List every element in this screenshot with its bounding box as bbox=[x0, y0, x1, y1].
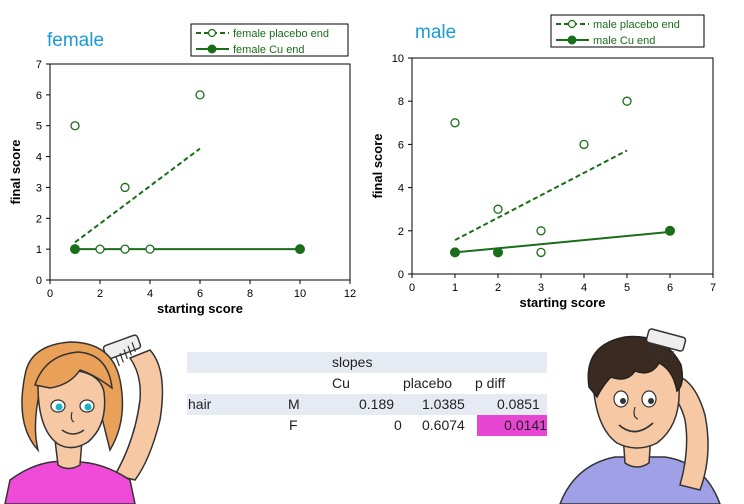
slopes-table: slopes Cu placebo p diff hair M 0.189 1.… bbox=[187, 352, 547, 438]
placebo-data-point bbox=[195, 90, 205, 100]
table-row: hair M 0.189 1.0385 0.0851 bbox=[187, 394, 547, 415]
placebo-data-point bbox=[120, 182, 130, 193]
row-label: hair bbox=[188, 396, 212, 412]
male-chart-title: male bbox=[415, 22, 457, 43]
x-tick-label: 6 bbox=[197, 288, 203, 300]
male-character-illustration bbox=[559, 328, 721, 504]
y-axis-label: final score bbox=[8, 139, 23, 204]
cu-data-point bbox=[295, 244, 305, 255]
header-placebo: placebo bbox=[403, 375, 453, 391]
legend: male placebo end male Cu end bbox=[550, 14, 705, 48]
x-axis-label: starting score bbox=[157, 301, 243, 316]
placebo-data-point bbox=[145, 244, 155, 254]
x-tick-label: 2 bbox=[495, 282, 501, 294]
y-tick-label: 4 bbox=[36, 152, 42, 164]
legend-marker-open bbox=[567, 19, 577, 29]
legend-marker-filled bbox=[567, 35, 577, 45]
legend-box bbox=[550, 14, 705, 48]
cu-cell: 0.189 bbox=[359, 396, 395, 412]
cu-data-point bbox=[493, 247, 503, 258]
legend-marker-filled bbox=[207, 44, 217, 54]
placebo-data-point bbox=[450, 118, 460, 128]
placebo-data-point bbox=[536, 226, 546, 236]
placebo-data-point bbox=[493, 204, 503, 214]
y-tick-label: 7 bbox=[36, 59, 42, 71]
x-axis-label: starting score bbox=[520, 295, 606, 310]
y-tick-label: 4 bbox=[398, 183, 404, 195]
sex-cell: F bbox=[289, 417, 298, 433]
placebo-data-point bbox=[622, 96, 632, 106]
y-tick-label: 10 bbox=[392, 53, 404, 65]
y-tick-label: 8 bbox=[398, 96, 404, 108]
x-tick-label: 12 bbox=[344, 288, 356, 300]
y-tick-label: 2 bbox=[398, 226, 404, 238]
female-character-illustration bbox=[4, 334, 164, 504]
p-diff-cell-highlighted: 0.0141 bbox=[477, 415, 547, 436]
table-title-row: slopes bbox=[187, 352, 547, 373]
y-axis-label: final score bbox=[372, 133, 385, 198]
y-tick-label: 1 bbox=[36, 244, 42, 256]
table-row: F 0 0.6074 0.0141 bbox=[187, 415, 547, 436]
placebo-data-point bbox=[120, 244, 130, 254]
p-diff-cell: 0.0851 bbox=[497, 396, 540, 412]
placebo-data-point bbox=[536, 247, 546, 258]
placebo-trend-line bbox=[454, 149, 628, 241]
cu-cell: 0 bbox=[394, 417, 402, 433]
y-tick-label: 0 bbox=[36, 275, 42, 287]
female-chart-title: female bbox=[47, 30, 105, 51]
x-tick-label: 10 bbox=[294, 288, 306, 300]
placebo-data-point bbox=[95, 244, 105, 254]
y-tick-label: 0 bbox=[398, 269, 404, 281]
legend-entry-label: male Cu end bbox=[593, 35, 655, 47]
legend-entry-label: female Cu end bbox=[233, 44, 305, 56]
placebo-data-point bbox=[70, 121, 80, 131]
x-tick-label: 0 bbox=[47, 288, 53, 300]
male-chart: 0 1 2 3 4 5 6 7 0 2 4 6 8 10 starting score final score… bbox=[372, 14, 716, 310]
cu-data-point bbox=[665, 225, 675, 236]
y-tick-label: 5 bbox=[36, 121, 42, 133]
cu-data-point bbox=[70, 244, 80, 255]
x-tick-label: 3 bbox=[538, 282, 544, 294]
legend-entry-label: male placebo end bbox=[593, 19, 680, 31]
x-tick-label: 0 bbox=[409, 282, 415, 294]
x-tick-label: 4 bbox=[147, 288, 153, 300]
sex-cell: M bbox=[288, 396, 300, 412]
plot-frame bbox=[411, 57, 714, 275]
x-tick-label: 5 bbox=[624, 282, 630, 294]
y-tick-label: 3 bbox=[36, 182, 42, 194]
placebo-trend-line bbox=[74, 147, 201, 244]
x-tick-label: 2 bbox=[97, 288, 103, 300]
y-tick-label: 2 bbox=[36, 213, 42, 225]
comb-icon bbox=[645, 328, 687, 362]
legend-entry-label: female placebo end bbox=[233, 28, 329, 40]
legend: female placebo end female Cu end bbox=[190, 23, 349, 57]
cu-trend-line bbox=[454, 230, 671, 254]
cu-data-point bbox=[450, 247, 460, 258]
placebo-cell: 1.0385 bbox=[422, 396, 465, 412]
x-tick-label: 7 bbox=[710, 282, 716, 294]
header-cu: Cu bbox=[332, 375, 350, 391]
legend-marker-open bbox=[207, 28, 217, 38]
table-header-row: Cu placebo p diff bbox=[187, 373, 547, 394]
legend-box bbox=[190, 23, 349, 57]
x-tick-label: 1 bbox=[452, 282, 458, 294]
table-title: slopes bbox=[332, 354, 373, 370]
y-tick-label: 6 bbox=[36, 90, 42, 102]
placebo-data-point bbox=[579, 139, 589, 150]
x-tick-label: 4 bbox=[581, 282, 587, 294]
y-tick-label: 6 bbox=[398, 139, 404, 151]
placebo-cell: 0.6074 bbox=[422, 417, 465, 433]
header-p-diff: p diff bbox=[475, 375, 506, 391]
x-tick-label: 8 bbox=[247, 288, 253, 300]
x-tick-label: 6 bbox=[667, 282, 673, 294]
